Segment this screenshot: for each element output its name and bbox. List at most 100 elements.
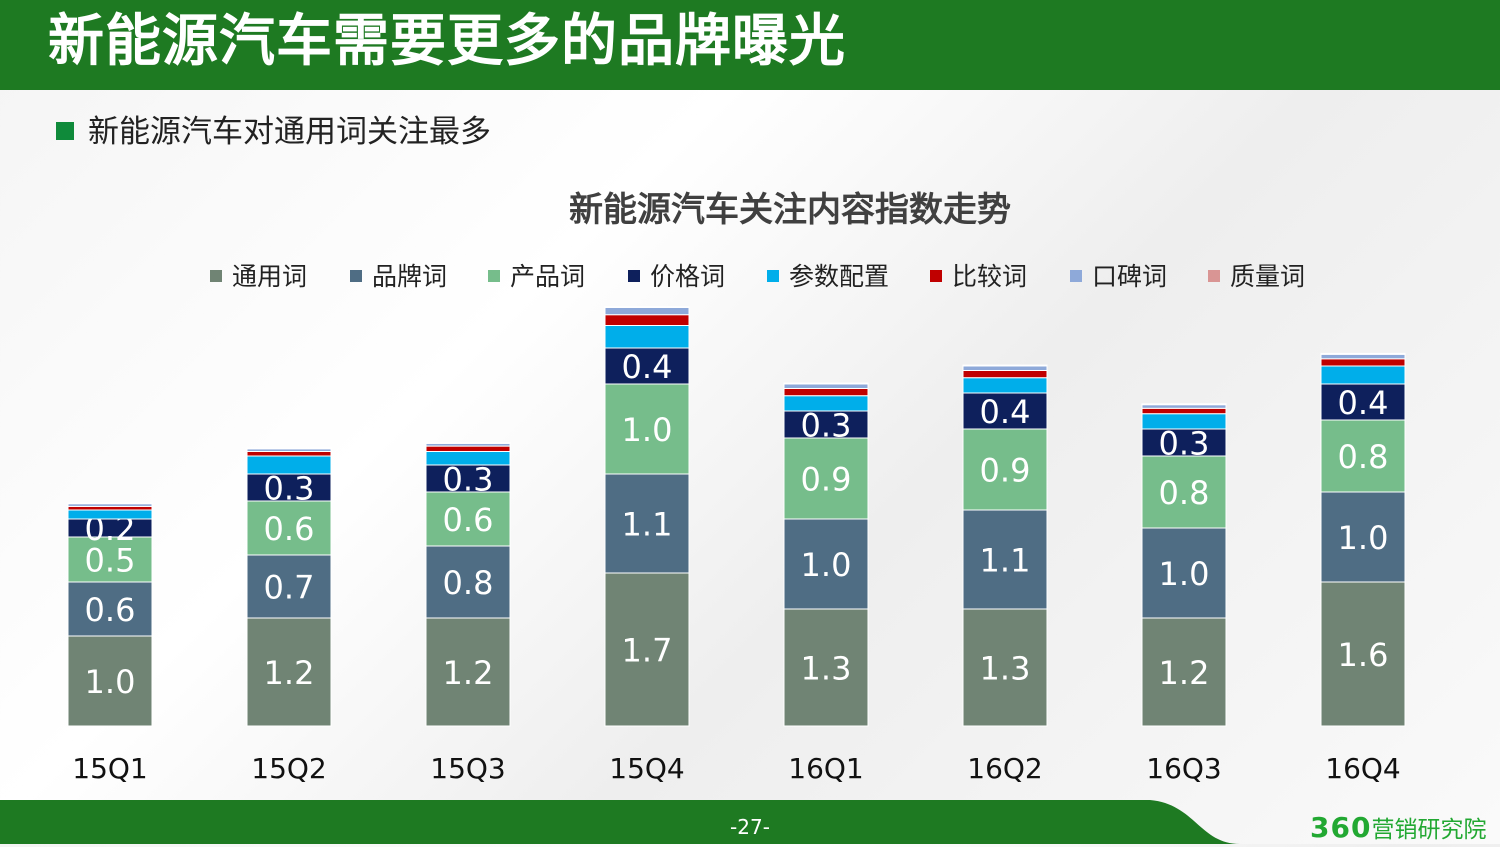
data-label: 0.3 bbox=[443, 461, 494, 499]
data-label: 1.1 bbox=[980, 542, 1031, 580]
bar-segment bbox=[425, 442, 511, 444]
data-label: 1.0 bbox=[85, 663, 136, 701]
legend-swatch bbox=[488, 270, 500, 282]
data-label: 1.2 bbox=[1159, 654, 1210, 692]
page-number: -27- bbox=[730, 815, 770, 839]
legend-swatch bbox=[930, 270, 942, 282]
x-tick-label: 16Q1 bbox=[788, 752, 863, 785]
data-label: 0.8 bbox=[443, 564, 494, 602]
data-label: 1.0 bbox=[801, 546, 852, 584]
bar-segment bbox=[246, 451, 332, 457]
legend-label: 产品词 bbox=[510, 262, 586, 291]
bar-segment bbox=[425, 451, 511, 466]
brand-logo: 360营销研究院 bbox=[1310, 813, 1486, 847]
bar-segment bbox=[604, 473, 690, 574]
legend-swatch bbox=[350, 270, 362, 282]
data-label: 0.5 bbox=[85, 542, 136, 580]
bar-segment bbox=[962, 509, 1048, 610]
bar-segment bbox=[246, 554, 332, 619]
bullet-text: 新能源汽车对通用词关注最多 bbox=[88, 114, 491, 150]
stacked-bar-chart: 1.00.60.50.215Q11.20.70.60.315Q21.20.80.… bbox=[67, 306, 1406, 785]
bar-segment bbox=[246, 500, 332, 556]
x-tick-label: 16Q2 bbox=[967, 752, 1042, 785]
bar-segment bbox=[962, 364, 1048, 367]
x-tick-label: 16Q3 bbox=[1146, 752, 1221, 785]
data-label: 0.3 bbox=[1159, 425, 1210, 463]
bullet-square-icon bbox=[56, 122, 74, 140]
bar-segment bbox=[67, 505, 153, 511]
legend-swatch bbox=[1070, 270, 1082, 282]
bar-segment bbox=[425, 617, 511, 727]
data-label: 1.3 bbox=[980, 650, 1031, 688]
data-label: 1.3 bbox=[801, 650, 852, 688]
bar-segment bbox=[783, 395, 869, 412]
bar-segment bbox=[1320, 358, 1406, 367]
bar-segment bbox=[425, 545, 511, 619]
data-label: 0.8 bbox=[1159, 474, 1210, 512]
bar-segment bbox=[604, 347, 690, 385]
bar-segment bbox=[1141, 428, 1227, 457]
bar-segment bbox=[246, 617, 332, 727]
bar-segment bbox=[783, 382, 869, 385]
bar-segment bbox=[962, 392, 1048, 430]
data-label: 0.4 bbox=[1338, 384, 1389, 422]
bar-segment bbox=[1320, 365, 1406, 385]
brand-number: 360 bbox=[1310, 811, 1372, 844]
bar-segment bbox=[1320, 352, 1406, 355]
chart-title: 新能源汽车关注内容指数走势 bbox=[569, 190, 1011, 230]
bar-segment bbox=[962, 365, 1048, 371]
bar-segment bbox=[246, 473, 332, 502]
data-label: 1.0 bbox=[622, 411, 673, 449]
bar-segment bbox=[67, 581, 153, 637]
legend-swatch bbox=[210, 270, 222, 282]
bar-segment bbox=[425, 491, 511, 547]
data-label: 0.4 bbox=[622, 348, 673, 386]
bar-segment bbox=[67, 536, 153, 583]
data-label: 0.6 bbox=[85, 591, 136, 629]
legend-swatch bbox=[628, 270, 640, 282]
data-label: 1.2 bbox=[443, 654, 494, 692]
x-tick-label: 16Q4 bbox=[1325, 752, 1400, 785]
bar-segment bbox=[67, 509, 153, 520]
bar-segment bbox=[783, 388, 869, 397]
bar-segment bbox=[425, 445, 511, 453]
bar-segment bbox=[783, 518, 869, 610]
bar-segment bbox=[1141, 413, 1227, 430]
header-bar: 新能源汽车需要更多的品牌曝光 bbox=[0, 0, 1500, 90]
bar-segment bbox=[604, 306, 690, 309]
bar-segment bbox=[246, 447, 332, 450]
data-label: 0.3 bbox=[264, 470, 315, 508]
x-tick-label: 15Q1 bbox=[72, 752, 147, 785]
bar-segment bbox=[783, 383, 869, 389]
legend-swatch bbox=[767, 270, 779, 282]
bar-segment bbox=[604, 325, 690, 349]
page-title: 新能源汽车需要更多的品牌曝光 bbox=[48, 9, 846, 74]
x-tick-label: 15Q2 bbox=[251, 752, 326, 785]
data-label: 0.8 bbox=[1338, 438, 1389, 476]
x-tick-label: 15Q4 bbox=[609, 752, 684, 785]
bar-segment bbox=[783, 437, 869, 520]
bar-segment bbox=[604, 307, 690, 316]
bar-segment bbox=[962, 377, 1048, 394]
bar-segment bbox=[425, 464, 511, 493]
bar-segment bbox=[1320, 419, 1406, 493]
legend-swatch bbox=[1208, 270, 1220, 282]
legend-label: 价格词 bbox=[650, 262, 726, 291]
legend-label: 口碑词 bbox=[1092, 262, 1168, 291]
bar-segment bbox=[1141, 527, 1227, 619]
legend-label: 品牌词 bbox=[372, 262, 448, 291]
bar-segment bbox=[962, 428, 1048, 511]
data-label: 1.6 bbox=[1338, 636, 1389, 674]
bar-segment bbox=[604, 383, 690, 475]
bar-segment bbox=[962, 608, 1048, 727]
data-label: 0.6 bbox=[264, 510, 315, 548]
brand-name: 营销研究院 bbox=[1371, 817, 1487, 843]
data-label: 0.9 bbox=[980, 452, 1031, 490]
bar-segment bbox=[246, 455, 332, 475]
bar-segment bbox=[962, 370, 1048, 379]
bar-segment bbox=[1141, 455, 1227, 529]
legend-label: 质量词 bbox=[1230, 262, 1306, 291]
legend-label: 参数配置 bbox=[789, 262, 890, 291]
data-label: 1.1 bbox=[622, 506, 673, 544]
bar-segment bbox=[67, 502, 153, 505]
